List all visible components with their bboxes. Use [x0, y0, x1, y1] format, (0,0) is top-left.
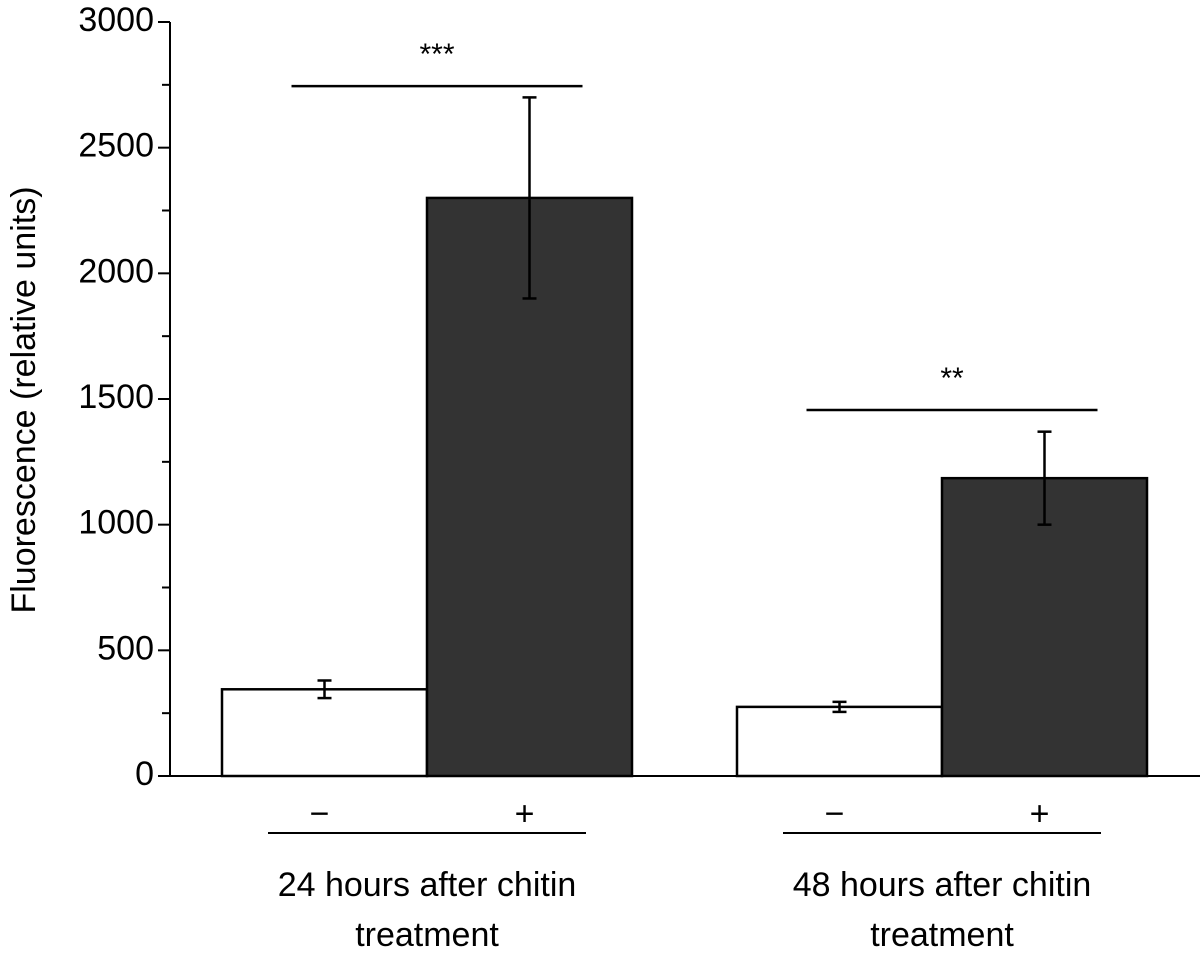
bar	[735, 705, 944, 778]
y-tick-label: 0	[135, 755, 154, 793]
x-tick-label: −	[825, 795, 845, 833]
bar	[940, 476, 1149, 778]
x-tick-label: +	[515, 795, 535, 833]
y-tick-label: 1000	[78, 504, 154, 542]
y-tick-label: 2000	[78, 252, 154, 290]
significance-label: **	[940, 362, 964, 395]
y-tick-label: 3000	[78, 1, 154, 39]
y-tick-label: 1500	[78, 378, 154, 416]
x-tick-label: −	[310, 795, 330, 833]
group-label: 24 hours after chitin treatment	[277, 866, 577, 954]
y-axis-label: Fluorescence (relative units)	[5, 186, 43, 613]
significance-label: ***	[419, 38, 454, 71]
y-tick-label: 2500	[78, 127, 154, 165]
y-tick-label: 500	[97, 629, 154, 667]
x-tick-label: +	[1030, 795, 1050, 833]
group-label: 48 hours after chitin treatment	[792, 866, 1092, 954]
bar	[220, 688, 429, 778]
